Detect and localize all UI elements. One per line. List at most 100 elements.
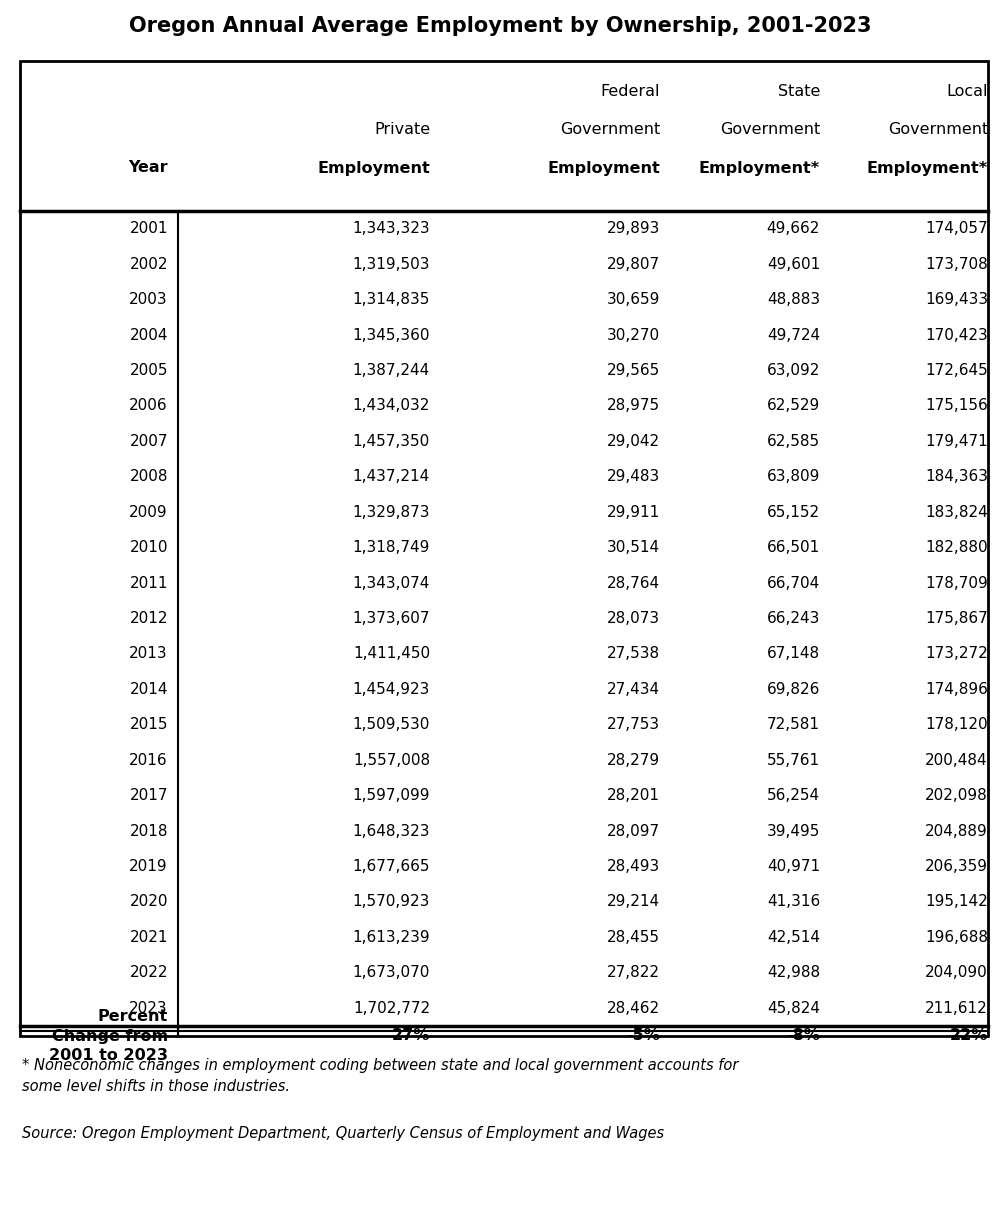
Text: 29,214: 29,214 — [607, 895, 660, 910]
Text: 67,148: 67,148 — [767, 646, 820, 662]
Text: 2019: 2019 — [129, 860, 168, 874]
Text: 42,514: 42,514 — [767, 930, 820, 945]
Text: 174,057: 174,057 — [925, 221, 988, 236]
Text: 2023: 2023 — [129, 1001, 168, 1016]
Text: 2001: 2001 — [130, 221, 168, 236]
Text: 1,613,239: 1,613,239 — [352, 930, 430, 945]
Text: -8%: -8% — [786, 1028, 820, 1044]
Text: 28,462: 28,462 — [607, 1001, 660, 1016]
Text: 1,454,923: 1,454,923 — [353, 681, 430, 697]
Text: Employment*: Employment* — [699, 160, 820, 176]
Text: 175,867: 175,867 — [925, 610, 988, 626]
Text: 1,648,323: 1,648,323 — [352, 824, 430, 839]
Text: 66,243: 66,243 — [767, 610, 820, 626]
Text: 29,042: 29,042 — [607, 433, 660, 449]
Text: 179,471: 179,471 — [925, 433, 988, 449]
Text: 27,822: 27,822 — [607, 966, 660, 980]
Text: 1,509,530: 1,509,530 — [353, 717, 430, 733]
Text: Government: Government — [888, 122, 988, 137]
Text: Oregon Annual Average Employment by Ownership, 2001-2023: Oregon Annual Average Employment by Owne… — [129, 16, 871, 35]
Text: 2022: 2022 — [130, 966, 168, 980]
Text: 2011: 2011 — [130, 575, 168, 591]
Text: Employment: Employment — [317, 160, 430, 176]
Text: 72,581: 72,581 — [767, 717, 820, 733]
Text: 1,702,772: 1,702,772 — [353, 1001, 430, 1016]
Text: 173,708: 173,708 — [925, 256, 988, 271]
Text: 29,483: 29,483 — [607, 469, 660, 485]
Text: 27,434: 27,434 — [607, 681, 660, 697]
Text: 195,142: 195,142 — [925, 895, 988, 910]
Text: 2021: 2021 — [130, 930, 168, 945]
Text: 175,156: 175,156 — [925, 398, 988, 414]
Text: 206,359: 206,359 — [925, 860, 988, 874]
Text: 174,896: 174,896 — [925, 681, 988, 697]
Text: Employment*: Employment* — [867, 160, 988, 176]
Text: 169,433: 169,433 — [925, 292, 988, 308]
Text: 170,423: 170,423 — [925, 327, 988, 343]
Text: 1,673,070: 1,673,070 — [353, 966, 430, 980]
Text: 27%: 27% — [392, 1028, 430, 1044]
Text: 2004: 2004 — [130, 327, 168, 343]
Text: 28,764: 28,764 — [607, 575, 660, 591]
Text: 2006: 2006 — [129, 398, 168, 414]
Text: 1,319,503: 1,319,503 — [352, 256, 430, 271]
Text: 2017: 2017 — [130, 789, 168, 803]
Text: 1,314,835: 1,314,835 — [353, 292, 430, 308]
Text: 1,434,032: 1,434,032 — [353, 398, 430, 414]
Text: 182,880: 182,880 — [925, 540, 988, 556]
Text: 63,092: 63,092 — [767, 363, 820, 379]
Text: Federal: Federal — [600, 83, 660, 99]
Text: 2012: 2012 — [130, 610, 168, 626]
Text: 1,329,873: 1,329,873 — [352, 504, 430, 520]
Text: 204,889: 204,889 — [925, 824, 988, 839]
Text: Source: Oregon Employment Department, Quarterly Census of Employment and Wages: Source: Oregon Employment Department, Qu… — [22, 1126, 664, 1140]
Text: 27,753: 27,753 — [607, 717, 660, 733]
Text: 29,893: 29,893 — [607, 221, 660, 236]
Text: 48,883: 48,883 — [767, 292, 820, 308]
Text: Private: Private — [374, 122, 430, 137]
Text: 1,345,360: 1,345,360 — [352, 327, 430, 343]
Text: 2020: 2020 — [130, 895, 168, 910]
Text: 56,254: 56,254 — [767, 789, 820, 803]
Text: 30,514: 30,514 — [607, 540, 660, 556]
Text: 28,279: 28,279 — [607, 752, 660, 768]
Text: 28,097: 28,097 — [607, 824, 660, 839]
Text: Government: Government — [560, 122, 660, 137]
Text: 2013: 2013 — [129, 646, 168, 662]
Text: 27,538: 27,538 — [607, 646, 660, 662]
Text: 2002: 2002 — [130, 256, 168, 271]
Text: Government: Government — [720, 122, 820, 137]
Text: 1,557,008: 1,557,008 — [353, 752, 430, 768]
Text: 211,612: 211,612 — [925, 1001, 988, 1016]
Text: 45,824: 45,824 — [767, 1001, 820, 1016]
Text: 62,585: 62,585 — [767, 433, 820, 449]
Text: 66,704: 66,704 — [767, 575, 820, 591]
Text: 2014: 2014 — [130, 681, 168, 697]
Text: 66,501: 66,501 — [767, 540, 820, 556]
Text: 22%: 22% — [950, 1028, 988, 1044]
Text: 2010: 2010 — [130, 540, 168, 556]
Text: 62,529: 62,529 — [767, 398, 820, 414]
Text: 40,971: 40,971 — [767, 860, 820, 874]
Text: 1,343,074: 1,343,074 — [353, 575, 430, 591]
Text: 1,343,323: 1,343,323 — [352, 221, 430, 236]
Text: 1,597,099: 1,597,099 — [352, 789, 430, 803]
Text: 29,911: 29,911 — [607, 504, 660, 520]
Text: Employment: Employment — [547, 160, 660, 176]
Text: 30,659: 30,659 — [607, 292, 660, 308]
Text: 28,073: 28,073 — [607, 610, 660, 626]
Text: 1,373,607: 1,373,607 — [352, 610, 430, 626]
Text: 1,457,350: 1,457,350 — [353, 433, 430, 449]
Text: 172,645: 172,645 — [925, 363, 988, 379]
Text: State: State — [778, 83, 820, 99]
Text: Percent
Change from
2001 to 2023: Percent Change from 2001 to 2023 — [49, 1009, 168, 1063]
Text: 1,318,749: 1,318,749 — [353, 540, 430, 556]
Text: * Noneconomic changes in employment coding between state and local government ac: * Noneconomic changes in employment codi… — [22, 1059, 738, 1094]
Text: 2009: 2009 — [129, 504, 168, 520]
Text: 69,826: 69,826 — [767, 681, 820, 697]
Text: 39,495: 39,495 — [767, 824, 820, 839]
Text: 178,709: 178,709 — [925, 575, 988, 591]
Text: 49,724: 49,724 — [767, 327, 820, 343]
Text: 28,455: 28,455 — [607, 930, 660, 945]
Text: 2007: 2007 — [130, 433, 168, 449]
